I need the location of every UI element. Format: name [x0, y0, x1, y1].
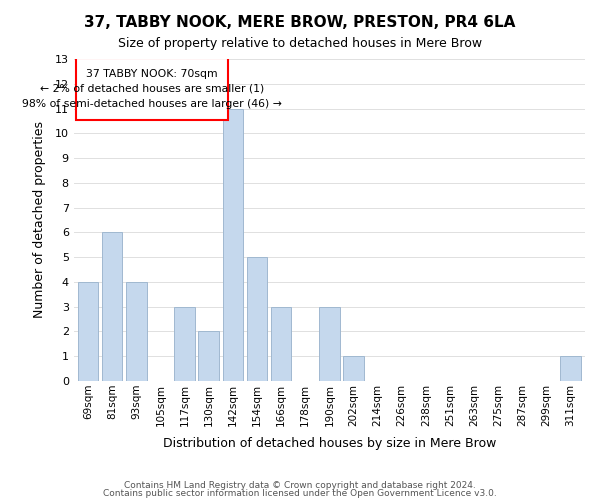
- Text: 37, TABBY NOOK, MERE BROW, PRESTON, PR4 6LA: 37, TABBY NOOK, MERE BROW, PRESTON, PR4 …: [85, 15, 515, 30]
- Bar: [560, 356, 581, 381]
- Bar: [319, 306, 340, 381]
- Bar: [126, 282, 146, 381]
- Bar: [343, 356, 364, 381]
- Text: 37 TABBY NOOK: 70sqm
← 2% of detached houses are smaller (1)
98% of semi-detache: 37 TABBY NOOK: 70sqm ← 2% of detached ho…: [22, 69, 282, 108]
- Bar: [175, 306, 195, 381]
- Bar: [223, 108, 243, 381]
- Text: Size of property relative to detached houses in Mere Brow: Size of property relative to detached ho…: [118, 38, 482, 51]
- Bar: [247, 257, 267, 381]
- Bar: [102, 232, 122, 381]
- Y-axis label: Number of detached properties: Number of detached properties: [34, 122, 46, 318]
- Bar: [271, 306, 292, 381]
- Bar: [78, 282, 98, 381]
- X-axis label: Distribution of detached houses by size in Mere Brow: Distribution of detached houses by size …: [163, 437, 496, 450]
- Text: Contains public sector information licensed under the Open Government Licence v3: Contains public sector information licen…: [103, 488, 497, 498]
- Bar: [199, 332, 219, 381]
- FancyBboxPatch shape: [76, 58, 228, 120]
- Text: Contains HM Land Registry data © Crown copyright and database right 2024.: Contains HM Land Registry data © Crown c…: [124, 481, 476, 490]
